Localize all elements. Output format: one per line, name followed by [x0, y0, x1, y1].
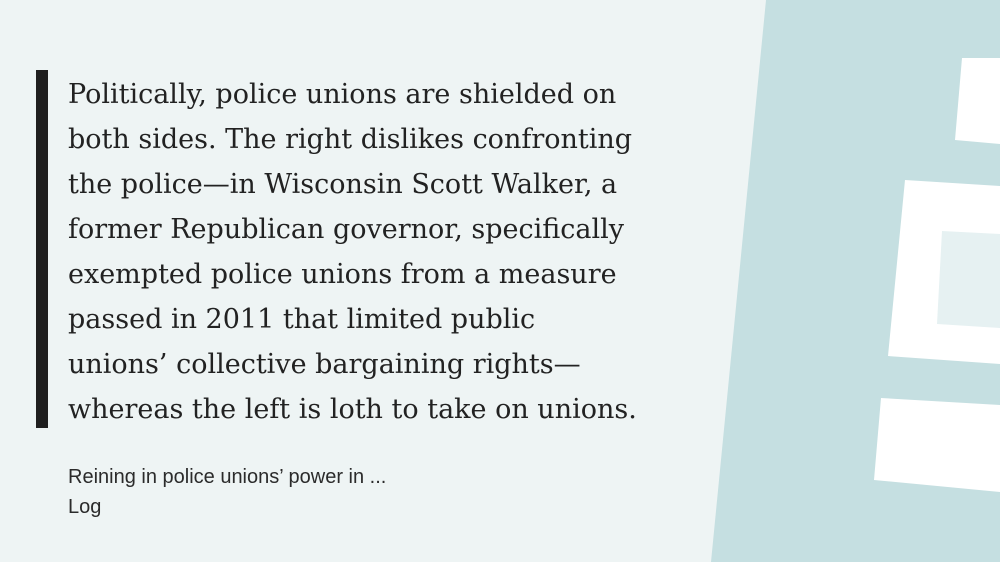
panel-block-middle-inset [937, 231, 1000, 328]
quote-line: exempted police unions from a measure [68, 259, 617, 290]
quote-text: Politically, police unions are shielded … [68, 72, 708, 432]
quote-line: the police—in Wisconsin Scott Walker, a [68, 169, 618, 200]
quote-line: both sides. The right dislikes confronti… [68, 124, 633, 155]
quote-source: Reining in police unions’ power in ... L… [68, 462, 668, 522]
panel-block-bottom [874, 398, 1000, 492]
quote-line: unions’ collective bargaining rights— [68, 349, 581, 380]
quote-line: Politically, police unions are shielded … [68, 79, 617, 110]
source-title-link[interactable]: Reining in police unions’ power in ... [68, 466, 387, 488]
source-site-name: Log [68, 496, 102, 518]
quote-line: passed in 2011 that limited public [68, 304, 536, 335]
quote-accent-bar [36, 70, 48, 428]
quote-line: former Republican governor, specifically [68, 214, 625, 245]
quote-line: whereas the left is loth to take on unio… [68, 394, 637, 425]
panel-block-top [955, 58, 1000, 144]
